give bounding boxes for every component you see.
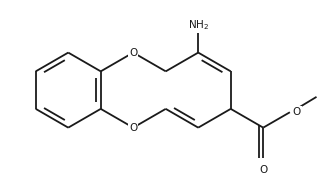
Text: O: O <box>129 123 137 133</box>
Text: NH$_2$: NH$_2$ <box>188 19 209 32</box>
Text: O: O <box>129 48 137 58</box>
Text: O: O <box>259 165 267 175</box>
Text: O: O <box>293 107 301 116</box>
